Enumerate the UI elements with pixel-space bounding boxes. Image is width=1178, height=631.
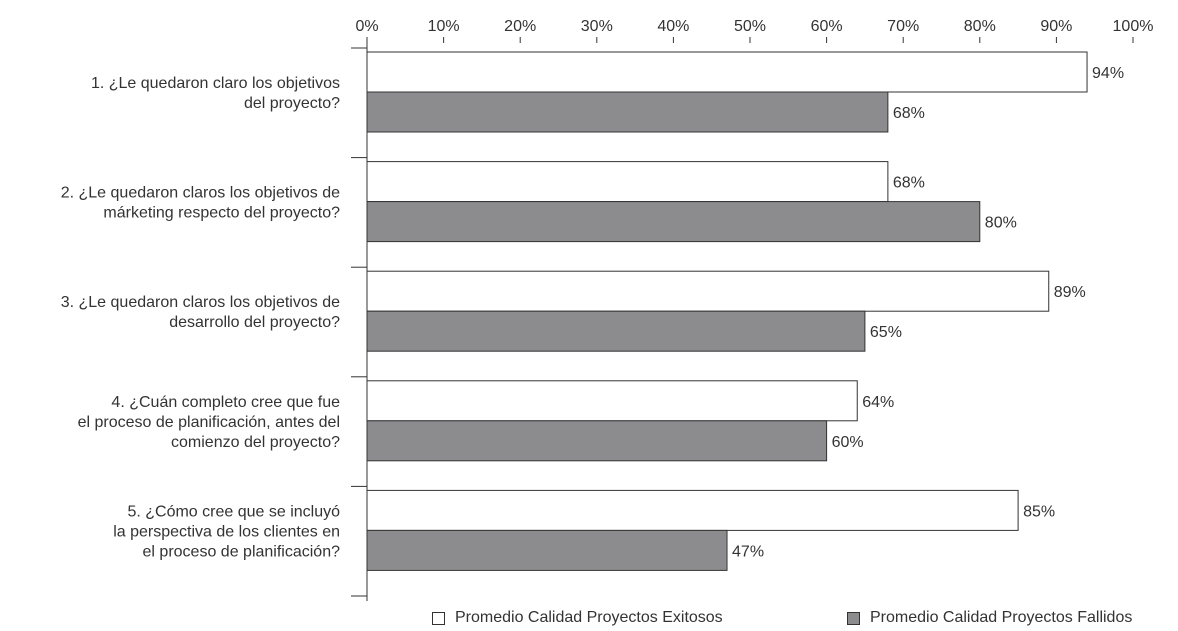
- x-tick-label: 100%: [1113, 18, 1154, 35]
- x-tick-label: 90%: [1040, 18, 1072, 35]
- legend-item-fallidos: Promedio Calidad Proyectos Fallidos: [847, 609, 1132, 627]
- value-label: 47%: [732, 543, 764, 560]
- bar-exitosos: [366, 489, 1019, 531]
- legend: Promedio Calidad Proyectos Exitosos Prom…: [0, 609, 1178, 631]
- value-label: 68%: [893, 105, 925, 122]
- category-label-line: 1. ¿Le quedaron claro los objetivos: [91, 75, 340, 92]
- category-label: 2. ¿Le quedaron claros los objetivos de m…: [61, 185, 340, 222]
- bar-exitosos: [366, 380, 858, 422]
- bars: 94% 68% 89% 64% 85% 68% 80% 65% 60% 47%: [366, 51, 1124, 571]
- bar-fallidos: [366, 529, 728, 571]
- category-label-line: comienzo del proyecto?: [171, 434, 340, 451]
- category-label: 4. ¿Cuán completo cree que fue el proceso…: [78, 394, 340, 451]
- x-tick-label: 10%: [428, 18, 460, 35]
- category-label-line: 3. ¿Le quedaron claros los objetivos de: [61, 294, 340, 311]
- bar-exitosos: [366, 161, 889, 203]
- x-tick-label: 80%: [964, 18, 996, 35]
- bar-chart: 0% 10% 20% 30% 40% 50% 60% 70% 80% 90% 100% 94% 68%…: [61, 18, 1153, 601]
- category-labels: 1. ¿Le quedaron claro los objetivos del p…: [61, 75, 340, 560]
- bar-fallidos: [366, 420, 828, 462]
- value-label: 64%: [862, 394, 894, 411]
- bar-fallidos: [366, 310, 866, 352]
- category-label-line: del proyecto?: [244, 95, 340, 112]
- x-tick-label: 40%: [657, 18, 689, 35]
- x-tick-label: 70%: [887, 18, 919, 35]
- value-label: 65%: [870, 324, 902, 341]
- x-tick-label: 0%: [355, 18, 378, 35]
- legend-swatch-fallidos: [847, 611, 860, 625]
- bar-fallidos: [366, 201, 981, 243]
- category-label-line: 5. ¿Cómo cree que se incluyó: [127, 503, 340, 520]
- category-label: 5. ¿Cómo cree que se incluyó la perspecti…: [113, 503, 340, 560]
- category-label-line: 2. ¿Le quedaron claros los objetivos de: [61, 185, 340, 202]
- value-label: 94%: [1092, 65, 1124, 82]
- category-label-line: 4. ¿Cuán completo cree que fue: [111, 394, 340, 411]
- legend-label-fallidos: Promedio Calidad Proyectos Fallidos: [870, 609, 1133, 626]
- legend-item-exitosos: Promedio Calidad Proyectos Exitosos: [432, 609, 723, 627]
- category-label: 3. ¿Le quedaron claros los objetivos de d…: [61, 294, 340, 331]
- category-label-line: márketing respecto del proyecto?: [103, 205, 340, 222]
- legend-label-exitosos: Promedio Calidad Proyectos Exitosos: [455, 609, 723, 626]
- x-tick-label: 20%: [504, 18, 536, 35]
- category-label: 1. ¿Le quedaron claro los objetivos del p…: [91, 75, 340, 112]
- bar-exitosos: [366, 270, 1050, 312]
- bar-exitosos: [366, 51, 1088, 93]
- category-label-line: el proceso de planificación, antes del: [78, 414, 340, 431]
- legend-swatch-exitosos: [432, 611, 445, 625]
- value-label: 89%: [1054, 284, 1086, 301]
- category-label-line: la perspectiva de los clientes en: [113, 523, 340, 540]
- x-tick-label: 50%: [734, 18, 766, 35]
- x-tick-label: 30%: [581, 18, 613, 35]
- category-label-line: el proceso de planificación?: [143, 543, 341, 560]
- value-label: 85%: [1023, 503, 1055, 520]
- value-label: 80%: [985, 215, 1017, 232]
- bar-fallidos: [366, 91, 889, 133]
- x-tick-label: 60%: [811, 18, 843, 35]
- x-axis: 0% 10% 20% 30% 40% 50% 60% 70% 80% 90% 100%: [351, 18, 1153, 601]
- value-label: 68%: [893, 175, 925, 192]
- value-label: 60%: [832, 434, 864, 451]
- category-label-line: desarrollo del proyecto?: [169, 314, 340, 331]
